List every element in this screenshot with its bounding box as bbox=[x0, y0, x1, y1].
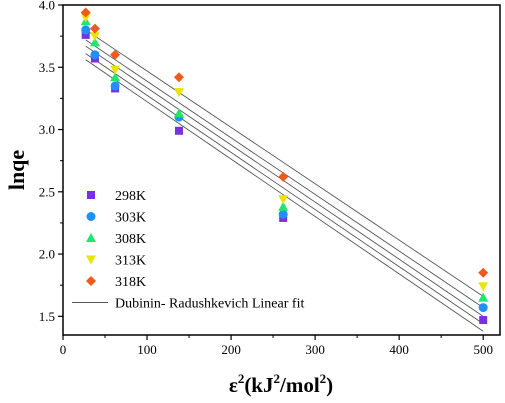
data-point-313K bbox=[89, 32, 100, 42]
data-point-313K bbox=[278, 195, 289, 205]
data-point-308K bbox=[278, 201, 289, 211]
data-point-308K bbox=[478, 292, 489, 302]
data-point-303K bbox=[81, 25, 91, 35]
data-point-318K bbox=[173, 72, 184, 83]
x-tick-label: 500 bbox=[473, 342, 493, 357]
legend-marker-318K bbox=[86, 276, 96, 286]
legend-label-313K: 313K bbox=[115, 254, 146, 269]
fit-line-303K bbox=[85, 53, 484, 325]
y-axis-title: lnqe bbox=[4, 150, 29, 191]
x-tick-label: 0 bbox=[60, 342, 67, 357]
data-point-313K bbox=[110, 65, 121, 75]
y-tick-label: 3.0 bbox=[39, 122, 55, 137]
legend-label-303K: 303K bbox=[115, 211, 146, 226]
data-point-298K bbox=[479, 316, 488, 325]
legend-marker-298K bbox=[87, 191, 95, 199]
data-point-318K bbox=[89, 23, 100, 34]
legend-label-318K: 318K bbox=[115, 275, 146, 290]
data-point-318K bbox=[478, 267, 489, 278]
x-tick-label: 400 bbox=[389, 342, 409, 357]
legend-marker-313K bbox=[86, 255, 96, 265]
data-point-303K bbox=[110, 81, 120, 91]
y-axis: 1.5 2.0 2.5 3.0 3.5 4.0 bbox=[39, 0, 63, 324]
data-point-313K bbox=[80, 13, 91, 23]
data-point-303K bbox=[278, 209, 288, 219]
y-tick-label: 4.0 bbox=[39, 0, 55, 13]
data-point-308K bbox=[110, 72, 121, 82]
legend-marker-303K bbox=[86, 212, 96, 221]
y-tick-label: 1.5 bbox=[39, 309, 55, 324]
data-point-298K bbox=[174, 126, 183, 135]
data-point-308K bbox=[89, 37, 100, 47]
data-point-318K bbox=[278, 171, 289, 182]
data-point-313K bbox=[478, 282, 489, 292]
x-tick-label: 300 bbox=[305, 342, 325, 357]
data-point-318K bbox=[80, 7, 91, 18]
plot-frame bbox=[62, 4, 501, 336]
legend-label-308K: 308K bbox=[115, 232, 146, 247]
legend: 298K 303K 308K 313K 318K Dubinin- Radushkevic… bbox=[72, 189, 304, 312]
data-point-308K bbox=[173, 108, 184, 118]
x-tick-label: 100 bbox=[137, 342, 157, 357]
data-point-298K bbox=[81, 30, 90, 39]
x-axis-title: ε2(kJ2/mol2) bbox=[229, 371, 333, 397]
data-points bbox=[80, 7, 489, 325]
y-tick-label: 2.5 bbox=[39, 184, 55, 199]
data-point-313K bbox=[173, 88, 184, 98]
y-tick-label: 3.5 bbox=[39, 60, 55, 75]
y-tick-label: 2.0 bbox=[39, 247, 55, 262]
legend-marker-308K bbox=[86, 233, 96, 242]
legend-label-298K: 298K bbox=[115, 189, 146, 204]
data-point-303K bbox=[90, 50, 100, 60]
data-point-303K bbox=[478, 303, 488, 313]
fit-line-308K bbox=[85, 45, 484, 317]
fit-line-318K bbox=[85, 29, 484, 297]
x-tick-label: 200 bbox=[221, 342, 241, 357]
legend-label-fit: Dubinin- Radushkevich Linear fit bbox=[115, 297, 304, 312]
x-axis: 0 100 200 300 400 500 bbox=[60, 335, 493, 357]
data-point-318K bbox=[110, 49, 121, 60]
